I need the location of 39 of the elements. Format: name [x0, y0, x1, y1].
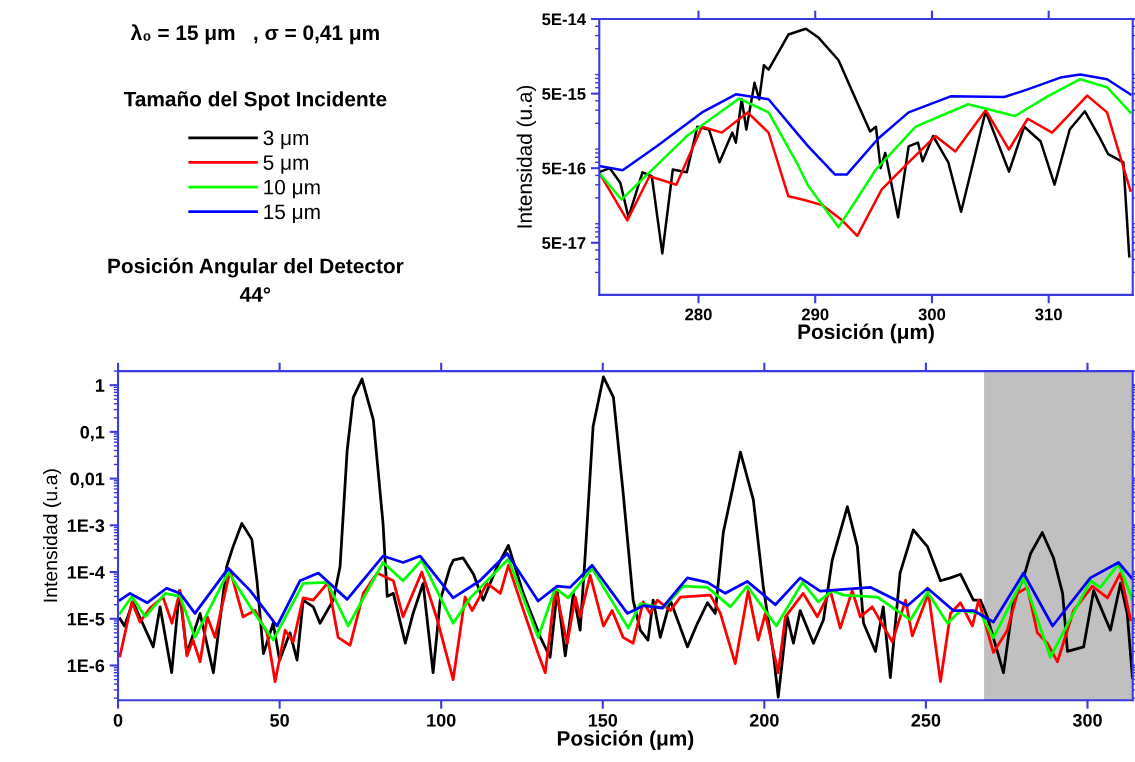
x-tick-label: 300: [918, 308, 946, 321]
y-tick-label: 0,1: [80, 425, 105, 442]
legend-label: 5 μm: [263, 155, 309, 174]
x-tick-label: 0: [113, 713, 123, 727]
x-tick-label: 310: [1035, 308, 1062, 321]
legend-label: 3 μm: [263, 130, 309, 150]
y-tick-label: 1: [95, 379, 105, 392]
y-tick-label: 1E-5: [67, 612, 105, 626]
text: Posición Angular del Detector 44°: [108, 257, 404, 302]
line-series: [118, 557, 1133, 659]
x-tick-label: 200: [749, 713, 779, 727]
y-tick-label: 5E-17: [542, 237, 586, 249]
line-series: [599, 94, 1132, 238]
line-series: [118, 552, 1133, 628]
y-tick-label: 5E-15: [542, 88, 586, 100]
y-tick-label: 1E-6: [67, 659, 105, 673]
y-tick-label: 5E-14: [542, 13, 586, 26]
legend-label: 10 μm: [264, 179, 320, 199]
y-tick-label: 0,01: [70, 472, 105, 488]
line-series: [599, 77, 1132, 229]
legend-title: Tamaño del Spot Incidente: [123, 91, 387, 111]
y-axis-title: Intensidad (u.a): [516, 85, 537, 228]
x-tick-label: 100: [427, 713, 456, 727]
y-axis-title: Intensidad (u.a): [43, 469, 62, 602]
x-tick-label: 300: [1072, 713, 1102, 727]
x-axis-title: Posición (μm): [798, 323, 934, 344]
chart-title: λ₀ = 15 μm , σ = 0,41 μm: [130, 24, 379, 45]
x-axis-title: Posición (μm): [557, 730, 694, 750]
line-series: [599, 73, 1132, 176]
y-tick-label: 1E-3: [67, 519, 105, 533]
line-series: [599, 27, 1131, 258]
y-tick-label: 1E-4: [67, 566, 105, 579]
x-tick-label: 50: [270, 713, 289, 727]
legend-label: 15 μm: [264, 204, 320, 223]
x-tick-label: 290: [801, 308, 829, 321]
y-tick-label: 5E-16: [542, 162, 586, 175]
x-tick-label: 280: [685, 308, 712, 321]
x-tick-label: 150: [588, 713, 618, 727]
x-tick-label: 250: [911, 713, 941, 727]
